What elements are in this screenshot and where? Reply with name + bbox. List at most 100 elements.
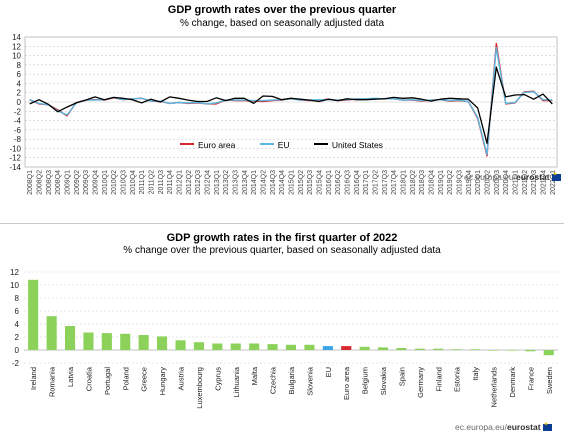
- x-tick-label: 2010Q1: [102, 170, 109, 195]
- legend-label-eu: EU: [277, 140, 290, 150]
- category-label: Italy: [471, 367, 480, 381]
- bar-greece: [138, 335, 149, 350]
- x-tick-label: 2013Q4: [242, 170, 249, 195]
- category-label: Greece: [140, 367, 149, 392]
- legend-item-united-states: United States: [313, 140, 383, 150]
- legend-swatch-united-states: [313, 143, 328, 145]
- category-label: Germany: [416, 367, 425, 398]
- y-tick-label: 2: [15, 333, 20, 342]
- x-tick-label: 2021Q3: [531, 170, 538, 195]
- category-label: Romania: [48, 366, 57, 397]
- bar-cyprus: [212, 343, 223, 350]
- panel-divider: [0, 223, 564, 224]
- x-tick-label: 2016Q3: [345, 170, 352, 195]
- y-tick-label: 4: [17, 79, 22, 88]
- bar-eu: [322, 346, 333, 350]
- legend-swatch-eu: [259, 143, 274, 145]
- x-tick-label: 2012Q4: [205, 170, 212, 195]
- y-tick-label: 14: [12, 33, 21, 42]
- category-label: Sweden: [545, 367, 554, 394]
- x-tick-label: 2016Q1: [326, 170, 333, 195]
- y-tick-label: 8: [15, 294, 20, 303]
- y-tick-label: -6: [14, 126, 22, 135]
- x-tick-label: 2015Q2: [298, 170, 305, 195]
- top-chart-title: GDP growth rates over the previous quart…: [167, 4, 397, 16]
- x-tick-label: 2019Q3: [457, 170, 464, 195]
- legend-label-euro-area: Euro area: [198, 140, 236, 150]
- category-label: Estonia: [453, 366, 462, 392]
- bar-france: [525, 350, 536, 352]
- x-tick-label: 2016Q4: [354, 170, 361, 195]
- y-tick-label: -2: [14, 107, 22, 116]
- bar-czechia: [267, 344, 278, 350]
- legend-item-eu: EU: [259, 140, 290, 150]
- series-line-united-states: [29, 66, 553, 144]
- bar-germany: [414, 348, 425, 350]
- legend-item-euro-area: Euro area: [180, 140, 235, 150]
- bar-bulgaria: [285, 344, 296, 350]
- x-tick-label: 2014Q2: [261, 170, 268, 195]
- bar-poland: [120, 333, 131, 351]
- x-tick-label: 2008Q3: [46, 170, 53, 195]
- x-tick-label: 2016Q2: [335, 170, 342, 195]
- y-tick-label: 6: [15, 307, 20, 316]
- x-tick-label: 2012Q3: [195, 170, 202, 195]
- category-label: Czechia: [269, 366, 278, 394]
- x-tick-label: 2012Q1: [177, 170, 184, 195]
- bar-belgium: [359, 346, 370, 351]
- x-tick-label: 2019Q2: [447, 170, 454, 195]
- x-tick-label: 2010Q4: [130, 170, 137, 195]
- eu-flag-icon: [551, 171, 561, 181]
- x-tick-label: 2009Q1: [65, 170, 72, 195]
- category-label: Bulgaria: [287, 366, 296, 394]
- x-tick-label: 2019Q4: [466, 170, 473, 195]
- bottom-chart-subtitle: % change over the previous quarter, base…: [123, 245, 441, 256]
- credit-prefix: ec.europa.eu/: [464, 172, 516, 182]
- bar-spain: [396, 348, 407, 350]
- y-tick-label: 0: [17, 98, 22, 107]
- bar-finland: [433, 348, 444, 350]
- bar-portugal: [101, 333, 112, 350]
- x-tick-label: 2011Q3: [158, 170, 165, 194]
- y-tick-label: -2: [12, 359, 20, 368]
- bar-luxembourg: [193, 342, 204, 350]
- x-tick-label: 2010Q3: [121, 170, 128, 195]
- bar-malta: [249, 343, 260, 350]
- category-label: Lithuania: [232, 366, 241, 397]
- x-tick-label: 2020Q1: [475, 170, 482, 195]
- x-tick-label: 2018Q2: [410, 170, 417, 195]
- x-tick-label: 2008Q1: [27, 170, 34, 195]
- category-label: Portugal: [103, 367, 112, 395]
- line-chart-legend: Euro area EU United States: [180, 140, 405, 150]
- category-label: Ireland: [29, 367, 38, 390]
- top-chart-subtitle: % change, based on seasonally adjusted d…: [179, 18, 385, 29]
- x-tick-label: 2017Q2: [373, 170, 380, 195]
- x-tick-label: 2020Q2: [485, 170, 492, 195]
- x-tick-label: 2017Q3: [382, 170, 389, 195]
- bar-latvia: [65, 326, 76, 350]
- x-tick-label: 2022Q1: [550, 170, 557, 195]
- x-tick-label: 2013Q2: [223, 170, 230, 195]
- category-label: Croatia: [84, 366, 93, 391]
- bar-estonia: [451, 349, 462, 350]
- top-chart-panel: GDP growth rates over the previous quart…: [0, 0, 564, 223]
- x-tick-label: 2011Q4: [167, 170, 174, 194]
- x-tick-label: 2015Q1: [289, 170, 296, 195]
- bar-croatia: [83, 332, 94, 350]
- y-tick-label: -12: [9, 154, 21, 163]
- x-tick-label: 2011Q2: [149, 170, 156, 194]
- y-tick-label: -10: [9, 144, 21, 153]
- y-tick-label: -4: [14, 117, 22, 126]
- x-tick-label: 2011Q1: [139, 170, 146, 194]
- x-tick-label: 2009Q4: [93, 170, 100, 195]
- category-label: Malta: [250, 366, 259, 385]
- bar-austria: [175, 340, 186, 351]
- category-label: EU: [324, 367, 333, 377]
- x-tick-label: 2017Q4: [391, 170, 398, 195]
- category-label: Luxembourg: [195, 367, 204, 409]
- category-label: Hungary: [158, 367, 167, 396]
- category-label: Denmark: [508, 367, 517, 398]
- bottom-chart-panel: GDP growth rates in the first quarter of…: [0, 224, 564, 436]
- credit-brand: eurostat: [515, 172, 550, 182]
